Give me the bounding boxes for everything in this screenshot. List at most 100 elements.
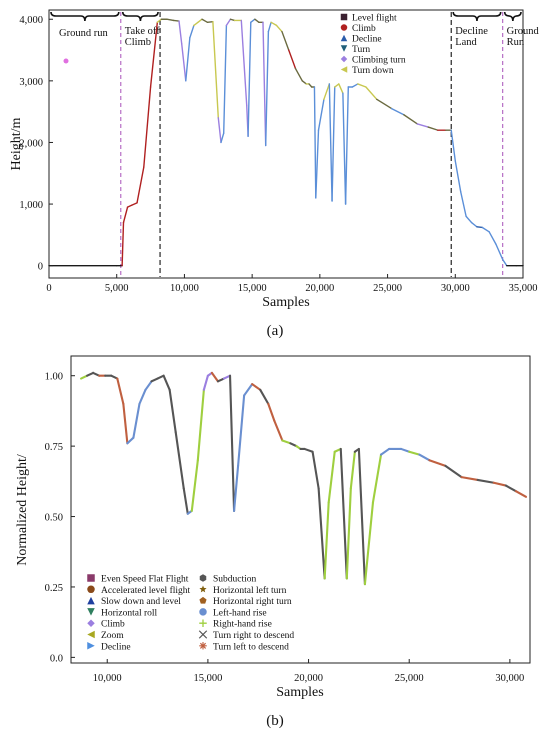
series-line-segment [217,117,222,144]
x-tick-label: 20,000 [305,283,334,294]
series-line-segment [122,402,129,445]
legend-label: Climb [352,24,376,34]
phase-label: Ground run [59,28,108,39]
series-line-segment [334,83,340,88]
series-line-segment [357,83,367,88]
series-line-segment [514,490,528,498]
series-line-segment [495,243,504,261]
x-tick-label: 10,000 [93,673,122,684]
series-line-segment [488,231,497,245]
series-line-segment [156,18,163,24]
series-line-segment [86,371,95,377]
series-line-segment [143,86,152,168]
series-line-segment [357,447,366,586]
chart-b-x-axis-title: Samples [276,685,323,700]
legend-label: Accelerated level flight [101,585,191,596]
chart-a-height: Ground run Take offClimbDeclineLandGround… [9,9,540,339]
series-line-segment [247,21,252,138]
series-line-segment [481,226,490,233]
series-line-segment [233,464,240,512]
series-line-segment [122,206,129,224]
legend-marker [87,574,95,582]
phase-brace [452,11,502,22]
series-line-segment [254,18,260,24]
series-line-segment [418,453,431,462]
series-line-segment [92,371,101,377]
phase-label: Ground [507,26,540,37]
legend-marker [199,585,207,593]
series-line-segment [371,453,383,504]
legend-label: Zoom [101,631,124,641]
chart-b-normalized-height: 10,000 15,000 20,000 25,000 30,000 0.0 0.25 0.… [15,355,531,729]
series-line-segment [228,374,236,512]
series-line-segment [174,430,185,490]
legend-marker [340,45,348,52]
legend-label: Subduction [213,575,257,585]
y-tick-label: 0.0 [50,653,63,664]
series-line-segment [222,24,228,134]
series-line-segment [363,501,375,586]
series-line-segment [403,114,419,125]
series-line-segment [150,377,159,383]
chart-a-y-axis-title: Height/m [9,117,24,170]
x-tick-label: 35,000 [509,283,538,294]
series-line-segment [288,49,297,70]
series-line-segment [339,447,348,580]
phase-brace [503,11,522,22]
x-tick-label: 0 [46,283,51,294]
series-line-segment [201,18,209,24]
series-line-segment [116,377,125,405]
legend-label: Even Speed Flat Flight [101,575,189,585]
legend-label: Horizontal right turn [213,597,292,607]
legend-label: Horizontal left turn [213,585,287,596]
legend-label: Decline [352,35,382,45]
legend-marker [198,630,208,639]
series-line-segment [225,18,232,27]
phase-brace [50,11,120,22]
legend-marker [87,596,95,605]
series-line-segment [351,83,359,88]
x-tick-label: 30,000 [441,283,470,294]
series-line-segment [281,439,292,445]
series-line-segment [259,388,270,405]
series-line-segment [428,459,447,467]
y-tick-label: 1.00 [45,372,63,383]
series-line-segment [376,98,393,110]
y-tick-label: 0.50 [45,513,63,524]
series-line-segment [476,478,495,484]
series-line-segment [454,160,462,193]
y-tick-label: 0.25 [45,583,63,594]
phase-label: Climb [125,37,151,48]
phase-label: Decline [455,26,488,37]
y-tick-label: 3,000 [19,77,43,88]
series-line-segment [294,67,303,82]
series-line-segment [240,19,248,107]
legend-marker [340,66,348,73]
legend-label: Decline [101,642,131,652]
legend-label: Horizontal roll [101,608,158,618]
y-tick-label: 0.75 [45,442,63,453]
phase-label: Run [507,37,525,48]
series-line-segment [206,21,214,24]
series-line-segment [189,24,195,39]
series-line-segment [289,442,298,448]
series-line-segment [220,132,225,144]
series-line-segment [149,21,159,88]
legend-marker [199,574,207,582]
series-line-segment [470,221,478,228]
series-line-segment [344,86,349,205]
chart-a-x-axis-title: Samples [262,295,309,310]
series-line-segment [267,21,272,33]
series-line-segment [229,18,236,22]
series-line-segment [379,447,391,456]
series-line-segment [323,83,331,101]
series-line-segment [168,388,177,434]
series-line-segment [345,487,352,580]
legend-label: Right-hand rise [213,620,272,630]
series-line-segment [144,380,153,391]
series-line-segment [323,501,330,580]
x-tick-label: 20,000 [294,673,323,684]
stray-marker [63,58,69,64]
x-tick-label: 5,000 [105,283,129,294]
